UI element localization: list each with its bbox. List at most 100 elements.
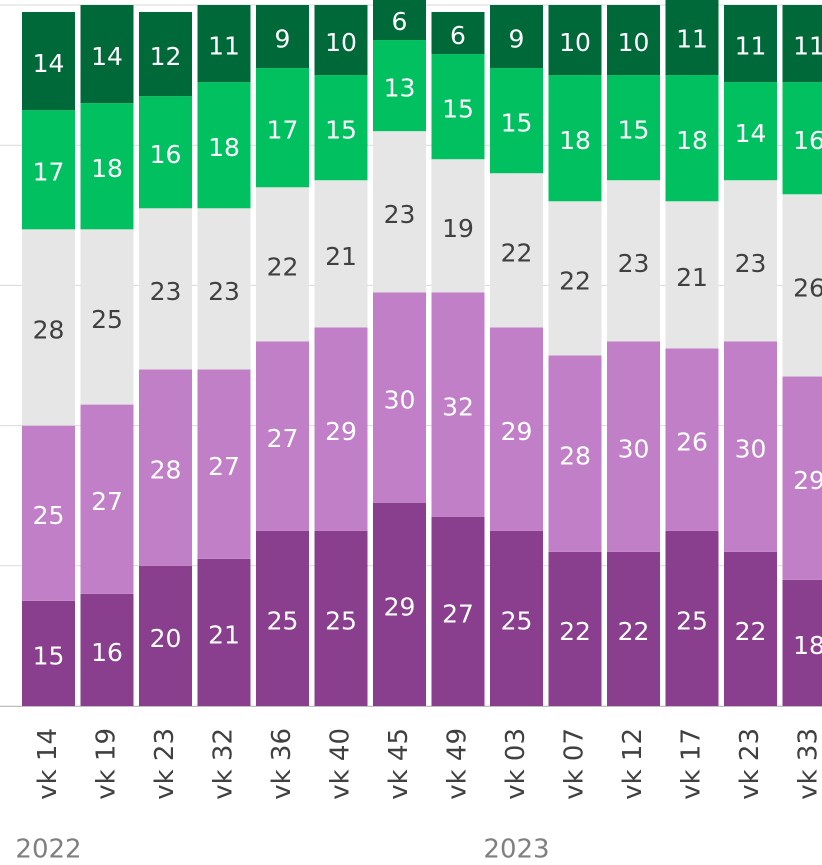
data-label: 25 — [33, 501, 65, 530]
data-label: 11 — [208, 32, 240, 61]
bar-segment — [373, 292, 426, 503]
x-tick-label: vk 07 — [560, 728, 590, 800]
bar-segment — [724, 341, 777, 552]
data-label: 6 — [392, 7, 408, 36]
data-label: 23 — [208, 277, 240, 306]
data-label: 23 — [735, 249, 767, 278]
bar-segment — [256, 5, 309, 69]
x-tick-label: vk 32 — [209, 728, 239, 800]
data-label: 27 — [91, 487, 123, 516]
data-label: 28 — [150, 456, 182, 485]
bar-segment — [665, 75, 719, 202]
data-label: 25 — [91, 305, 123, 334]
bar-segment — [431, 292, 485, 517]
data-label: 23 — [150, 277, 182, 306]
data-label: 22 — [735, 617, 767, 646]
bar-segment — [197, 5, 251, 83]
bar-segment — [490, 327, 543, 531]
data-label: 10 — [618, 28, 650, 57]
bar-segment — [782, 376, 822, 580]
data-label: 28 — [559, 442, 591, 471]
data-label: 30 — [618, 435, 650, 464]
data-label: 23 — [618, 249, 650, 278]
bar-segment — [139, 208, 192, 370]
bar-segment — [373, 131, 426, 293]
bar-segment — [314, 530, 368, 706]
data-label: 14 — [91, 42, 123, 71]
bar-segment — [139, 96, 192, 209]
data-label: 26 — [793, 273, 822, 302]
data-label: 15 — [618, 116, 650, 145]
bar-segment — [197, 82, 251, 209]
data-label: 10 — [559, 28, 591, 57]
data-label: 11 — [735, 32, 767, 61]
data-label: 15 — [33, 641, 65, 670]
bar-segment — [197, 369, 251, 559]
bar-segment — [431, 54, 485, 160]
data-label: 16 — [793, 126, 822, 155]
bar-segment — [431, 159, 485, 293]
bar-segment — [22, 229, 75, 426]
bar-segment — [782, 82, 822, 195]
bar-segment — [724, 5, 777, 83]
data-label: 9 — [509, 25, 525, 54]
bar-segment — [548, 355, 602, 552]
bar-segment — [314, 75, 368, 181]
bar-segment — [373, 40, 426, 132]
data-label: 9 — [275, 25, 291, 54]
bar-segment — [490, 173, 543, 328]
bar-segment — [256, 68, 309, 188]
data-label: 23 — [384, 200, 416, 229]
bar-segment — [607, 341, 660, 552]
bar-segment — [665, 530, 719, 706]
data-label: 11 — [793, 32, 822, 61]
data-label: 11 — [676, 25, 708, 54]
x-tick-label: vk 03 — [501, 728, 531, 800]
bar-segment — [22, 425, 75, 601]
bar-segment — [139, 12, 192, 97]
bar-segment — [490, 5, 543, 69]
bar-segment — [22, 600, 75, 706]
data-label: 17 — [33, 158, 65, 187]
x-tick-label: vk 19 — [92, 728, 122, 800]
data-label: 18 — [91, 154, 123, 183]
data-label: 18 — [559, 126, 591, 155]
bar-segment — [373, 0, 426, 41]
x-tick-label: vk 23 — [735, 728, 765, 800]
data-label: 20 — [150, 624, 182, 653]
data-label: 17 — [267, 116, 299, 145]
bar-segment — [782, 5, 822, 83]
data-label: 12 — [150, 42, 182, 71]
data-label: 29 — [384, 592, 416, 621]
bar-segment — [607, 180, 660, 342]
x-tick-label: vk 36 — [267, 728, 297, 800]
data-label: 26 — [676, 428, 708, 457]
year-label: 2023 — [483, 835, 549, 865]
bar-segment — [197, 558, 251, 706]
bar-segment — [431, 12, 485, 55]
data-label: 19 — [442, 214, 474, 243]
bar-segment — [314, 327, 368, 531]
x-tick-label: vk 23 — [150, 728, 180, 800]
x-tick-label: vk 40 — [326, 728, 356, 800]
data-label: 30 — [384, 386, 416, 415]
data-label: 22 — [559, 266, 591, 295]
bar-segment — [22, 110, 75, 230]
data-label: 25 — [325, 606, 357, 635]
data-label: 22 — [501, 238, 533, 267]
data-label: 29 — [325, 417, 357, 446]
x-tick-label: vk 12 — [618, 728, 648, 800]
bar-segment — [782, 579, 822, 706]
data-label: 27 — [267, 424, 299, 453]
data-label: 16 — [91, 638, 123, 667]
x-tick-label: vk 14 — [33, 728, 63, 800]
bar-segment — [22, 12, 75, 111]
bar-segment — [665, 0, 719, 76]
data-label: 18 — [208, 133, 240, 162]
data-label: 22 — [267, 252, 299, 281]
bar-segment — [607, 75, 660, 181]
data-label: 30 — [735, 435, 767, 464]
bar-segment — [724, 180, 777, 342]
bar-segment — [373, 502, 426, 706]
year-label: 2022 — [15, 835, 81, 865]
